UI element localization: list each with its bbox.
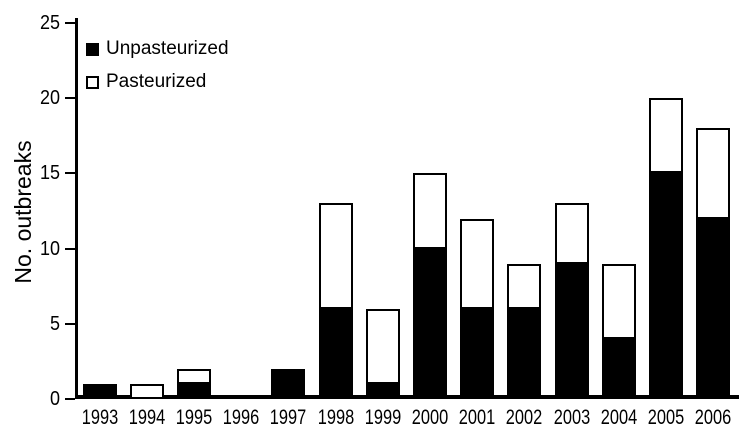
y-tick-10	[65, 247, 75, 250]
bar-segment-unpasteurized-2003	[554, 263, 589, 399]
bar-2006	[696, 128, 731, 399]
x-tick-label-2000: 2000	[411, 406, 449, 429]
bar-segment-unpasteurized-2004	[601, 338, 636, 399]
pasteurized-swatch-icon	[86, 75, 99, 89]
bar-segment-pasteurized-2004	[601, 263, 636, 339]
bar-segment-pasteurized-2000	[412, 173, 447, 249]
bar-segment-unpasteurized-1993	[82, 383, 117, 399]
bar-segment-unpasteurized-2001	[460, 308, 495, 399]
bar-1999	[365, 308, 400, 399]
x-axis-line	[75, 395, 739, 399]
x-tick-label-1995: 1995	[175, 406, 213, 429]
x-tick-label-1998: 1998	[317, 406, 354, 429]
x-tick-label-1994: 1994	[128, 406, 165, 429]
y-tick-0	[65, 398, 75, 400]
bar-2001	[460, 218, 495, 399]
legend-label: Pasteurized	[106, 71, 207, 92]
bar-2000	[412, 173, 447, 399]
bar-segment-unpasteurized-2005	[648, 173, 683, 399]
bar-segment-unpasteurized-1999	[365, 383, 400, 399]
bar-segment-pasteurized-2001	[460, 218, 495, 309]
x-tick-label-1997: 1997	[270, 406, 307, 429]
legend-item-unpasteurized: Unpasteurized	[86, 37, 229, 61]
x-tick-label-1993: 1993	[81, 406, 118, 429]
bar-2004	[601, 263, 636, 399]
bar-segment-pasteurized-1998	[318, 203, 353, 309]
y-tick-label-25: 25	[39, 12, 60, 34]
y-tick-5	[65, 322, 75, 325]
bar-segment-pasteurized-1995	[176, 368, 211, 384]
legend-label: Unpasteurized	[106, 38, 229, 59]
bar-segment-unpasteurized-2002	[507, 308, 542, 399]
y-tick-25	[65, 22, 75, 24]
bar-2003	[554, 203, 589, 399]
bar-segment-unpasteurized-1995	[176, 383, 211, 399]
x-tick-label-2001: 2001	[458, 406, 496, 429]
bar-1995	[176, 368, 211, 399]
bar-segment-pasteurized-2003	[554, 203, 589, 264]
y-tick-20	[65, 97, 75, 100]
y-tick-15	[65, 172, 75, 175]
y-tick-label-0: 0	[49, 388, 60, 410]
bar-segment-unpasteurized-2000	[412, 248, 447, 399]
x-tick-label-2004: 2004	[600, 406, 637, 429]
y-tick-label-10: 10	[39, 237, 60, 260]
bar-segment-pasteurized-2005	[648, 98, 683, 174]
bar-segment-pasteurized-2006	[696, 128, 731, 219]
bar-segment-unpasteurized-1998	[318, 308, 353, 399]
x-tick-label-1999: 1999	[364, 406, 401, 429]
bar-segment-unpasteurized-1997	[271, 368, 306, 399]
y-tick-label-15: 15	[39, 162, 60, 185]
x-tick-label-2003: 2003	[553, 406, 590, 429]
bar-segment-pasteurized-1994	[129, 383, 164, 399]
bar-segment-pasteurized-1999	[365, 308, 400, 384]
bar-1994	[129, 383, 164, 399]
y-axis-line	[75, 18, 78, 399]
unpasteurized-swatch-icon	[86, 42, 99, 56]
x-tick-label-2002: 2002	[506, 406, 543, 429]
y-tick-label-5: 5	[49, 312, 60, 335]
bar-segment-pasteurized-2002	[507, 263, 542, 309]
y-axis-title: No. outbreaks	[10, 140, 36, 284]
bar-2002	[507, 263, 542, 399]
legend-item-pasteurized: Pasteurized	[86, 70, 229, 94]
bar-2005	[648, 98, 683, 399]
legend: Unpasteurized Pasteurized	[86, 37, 229, 103]
x-tick-label-2006: 2006	[694, 406, 732, 429]
bar-1997	[271, 368, 306, 399]
bar-segment-unpasteurized-2006	[696, 218, 731, 399]
bar-1998	[318, 203, 353, 399]
x-tick-label-2005: 2005	[647, 406, 685, 429]
x-tick-label-1996: 1996	[222, 406, 260, 429]
bar-1993	[82, 383, 117, 399]
y-tick-label-20: 20	[39, 87, 60, 110]
